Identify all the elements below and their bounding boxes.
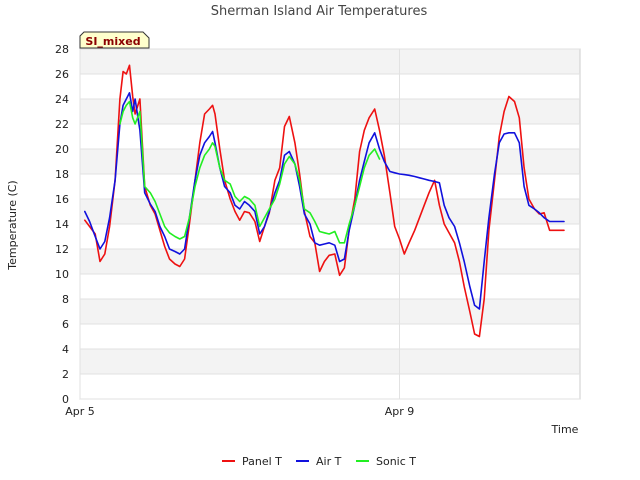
y-axis-label: Temperature (C) — [6, 180, 19, 270]
y-tick-label: 20 — [55, 143, 69, 156]
x-axis-label: Time — [551, 423, 579, 436]
y-tick-label: 8 — [62, 293, 69, 306]
plot-band — [80, 74, 580, 99]
plot-band — [80, 149, 580, 174]
y-tick-label: 2 — [62, 368, 69, 381]
plot-bands — [80, 49, 580, 399]
y-tick-label: 26 — [55, 68, 69, 81]
chart-title: Sherman Island Air Temperatures — [211, 4, 428, 19]
y-tick-label: 4 — [62, 343, 69, 356]
y-tick-label: 10 — [55, 268, 69, 281]
site-badge-label: SI_mixed — [85, 35, 140, 48]
plot-band — [80, 174, 580, 199]
legend-label-panel-t: Panel T — [242, 455, 282, 468]
plot-band — [80, 374, 580, 399]
x-axis-ticks: Apr 5 Apr 9 — [65, 49, 414, 418]
series-line-sonic-t — [119, 100, 381, 244]
series-line-air-t — [84, 92, 565, 310]
site-badge: SI_mixed — [79, 31, 150, 49]
plot-band — [80, 49, 580, 74]
y-tick-label: 18 — [55, 168, 69, 181]
plot-band — [80, 124, 580, 149]
legend-label-air-t: Air T — [316, 455, 342, 468]
legend: Panel T Air T Sonic T — [222, 455, 416, 468]
plot-band — [80, 299, 580, 324]
y-tick-label: 0 — [62, 393, 69, 406]
y-tick-label: 22 — [55, 118, 69, 131]
y-tick-label: 14 — [55, 218, 69, 231]
plot-band — [80, 274, 580, 299]
plot-band — [80, 249, 580, 274]
y-tick-label: 16 — [55, 193, 69, 206]
y-tick-label: 28 — [55, 43, 69, 56]
plot-band — [80, 349, 580, 374]
y-tick-label: 6 — [62, 318, 69, 331]
y-tick-label: 24 — [55, 93, 69, 106]
plot-band — [80, 199, 580, 224]
series-lines — [84, 64, 565, 338]
y-tick-label: 12 — [55, 243, 69, 256]
plot-band — [80, 99, 580, 124]
x-tick-label: Apr 5 — [65, 405, 95, 418]
plot-band — [80, 224, 580, 249]
series-line-panel-t — [84, 64, 565, 338]
x-tick-label: Apr 9 — [385, 405, 415, 418]
plot-band — [80, 324, 580, 349]
legend-label-sonic-t: Sonic T — [376, 455, 416, 468]
